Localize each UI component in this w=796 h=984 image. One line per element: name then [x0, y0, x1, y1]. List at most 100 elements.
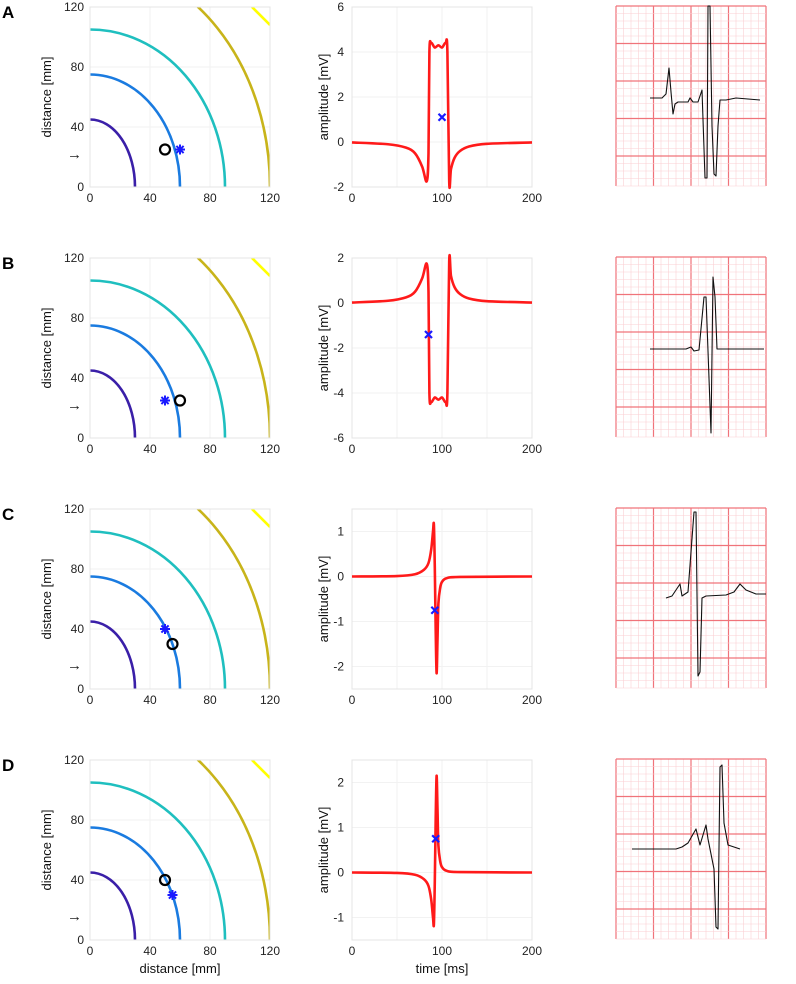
signal-xtick-label-d-0: 0	[349, 944, 356, 958]
contour-line-b-3	[196, 258, 270, 438]
x-marker-stroke-a-1	[437, 112, 447, 122]
position-arrow-a: →	[67, 146, 82, 163]
signal-x-marker-c	[430, 605, 440, 615]
signal-line-b	[351, 253, 533, 407]
signal-xtick-label-a-2: 200	[522, 191, 542, 205]
contour-line-b-0	[90, 369, 137, 438]
panel-label-a: A	[2, 3, 14, 22]
contour-xtick-label-d-0: 0	[87, 944, 94, 958]
position-arrow-b: →	[67, 397, 82, 414]
contour-line-yellow-a	[251, 7, 270, 26]
contour-line-b-1	[90, 324, 182, 438]
signal-xlabel-d: time [ms]	[416, 961, 469, 976]
contour-ytick-label-a-3: 120	[64, 0, 84, 14]
contour-group-a	[90, 7, 270, 187]
contour-ytick-label-d-0: 0	[77, 933, 84, 947]
x-marker-stroke-d-1	[431, 834, 440, 844]
contour-xtick-label-a-2: 80	[203, 191, 217, 205]
contour-ytick-label-d-1: 40	[71, 873, 85, 887]
contour-ytick-label-d-2: 80	[71, 813, 85, 827]
signal-axes-box-c	[351, 508, 533, 690]
contour-ylabel-a: distance [mm]	[39, 57, 54, 138]
contour-ytick-label-c-0: 0	[77, 682, 84, 696]
contour-ytick-label-c-3: 120	[64, 502, 84, 516]
source-circle-marker-d	[158, 873, 172, 887]
contour-xtick-label-d-2: 80	[203, 944, 217, 958]
contour-axes-box-b	[89, 257, 271, 439]
contour-ytick-label-b-0: 0	[77, 431, 84, 445]
signal-xtick-label-c-1: 100	[432, 693, 452, 707]
ecg-trace-d	[632, 764, 741, 930]
signal-x-marker-b	[424, 330, 433, 339]
contour-axes-box-d	[89, 759, 271, 941]
contour-xtick-label-c-1: 40	[143, 693, 157, 707]
electrode-asterisk-marker-d	[167, 890, 178, 900]
signal-ytick-label-a-4: 6	[337, 0, 344, 14]
asterisk-stroke-a-3	[175, 145, 185, 154]
contour-line-c-3	[196, 509, 270, 689]
x-marker-stroke-b-1	[424, 330, 433, 339]
signal-x-marker-a	[437, 112, 447, 122]
signal-xtick-label-d-2: 200	[522, 944, 542, 958]
signal-ytick-label-a-0: -2	[333, 180, 344, 194]
contour-group-b	[90, 258, 270, 438]
signal-ylabel-a: amplitude [mV]	[316, 54, 331, 141]
contour-ytick-label-b-2: 80	[71, 311, 85, 325]
ecg-trace-c	[665, 511, 766, 677]
contour-xtick-label-a-3: 120	[260, 191, 280, 205]
ecg-image-a	[615, 5, 767, 187]
contour-ytick-label-a-1: 40	[71, 120, 85, 134]
contour-ylabel-b: distance [mm]	[39, 308, 54, 389]
signal-axes-box-d	[351, 759, 533, 941]
contour-xtick-label-c-2: 80	[203, 693, 217, 707]
signal-ytick-label-a-2: 2	[337, 90, 344, 104]
contour-line-a-1	[90, 73, 182, 187]
signal-xtick-label-b-0: 0	[349, 442, 356, 456]
contour-group-c	[90, 509, 270, 689]
asterisk-stroke-d-3	[168, 890, 177, 900]
contour-ylabel-c: distance [mm]	[39, 559, 54, 640]
source-circle-marker-c	[166, 637, 179, 651]
contour-line-c-2	[90, 530, 227, 689]
signal-ylabel-c: amplitude [mV]	[316, 556, 331, 643]
contour-line-b-2	[90, 279, 227, 438]
contour-xtick-label-a-0: 0	[87, 191, 94, 205]
ecg-trace-a	[650, 5, 761, 179]
signal-ytick-label-d-0: -1	[333, 911, 344, 925]
signal-ytick-label-b-4: 2	[337, 251, 344, 265]
contour-xtick-label-b-1: 40	[143, 442, 157, 456]
contour-line-yellow-b	[251, 258, 270, 277]
signal-ytick-label-b-0: -6	[333, 431, 344, 445]
signal-ytick-label-d-3: 2	[337, 776, 344, 790]
contour-line-a-3	[196, 7, 270, 187]
contour-ylabel-d: distance [mm]	[39, 810, 54, 891]
contour-axes-box-a	[89, 6, 271, 188]
ecg-trace-b	[650, 276, 764, 434]
contour-line-d-3	[196, 760, 270, 940]
source-circle-marker-a	[158, 143, 172, 156]
signal-ytick-label-c-0: -2	[333, 660, 344, 674]
contour-line-d-0	[90, 871, 137, 940]
contour-line-c-0	[90, 620, 137, 689]
contour-xtick-label-b-0: 0	[87, 442, 94, 456]
signal-xtick-label-d-1: 100	[432, 944, 452, 958]
contour-ytick-label-c-1: 40	[71, 622, 85, 636]
electrode-asterisk-marker-a	[175, 144, 185, 155]
signal-line-d	[351, 774, 533, 928]
signal-xtick-label-b-2: 200	[522, 442, 542, 456]
signal-ytick-label-d-1: 0	[337, 866, 344, 880]
contour-line-a-0	[90, 118, 137, 187]
source-circle-marker-b	[173, 394, 187, 407]
signal-ytick-label-b-1: -4	[333, 386, 344, 400]
panel-label-b: B	[2, 254, 14, 273]
electrode-asterisk-marker-b	[160, 395, 170, 406]
contour-ytick-label-d-3: 120	[64, 753, 84, 767]
signal-ytick-label-a-3: 4	[337, 45, 344, 59]
signal-ytick-label-c-2: 0	[337, 570, 344, 584]
position-arrow-d: →	[67, 908, 82, 925]
signal-line-a	[351, 38, 533, 190]
signal-line-c	[351, 521, 533, 675]
contour-xtick-label-d-3: 120	[260, 944, 280, 958]
asterisk-stroke-b-3	[160, 396, 170, 405]
signal-ylabel-b: amplitude [mV]	[316, 305, 331, 392]
